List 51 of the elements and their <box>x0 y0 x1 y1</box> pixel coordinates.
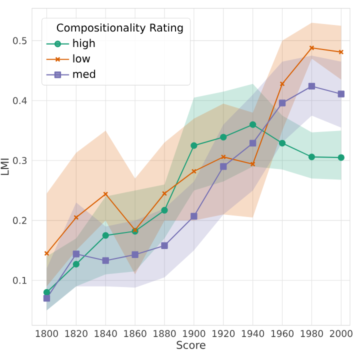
point <box>338 154 344 161</box>
point <box>132 251 138 258</box>
x-tick-label: 1800 <box>36 330 58 338</box>
point <box>162 190 168 196</box>
x-tick-label: 1900 <box>183 330 206 338</box>
point <box>72 260 80 268</box>
point <box>43 289 50 296</box>
point <box>191 168 196 174</box>
x-tick-label: 1960 <box>271 330 294 338</box>
point <box>43 295 50 302</box>
x-axis-title: Score <box>176 340 206 349</box>
point <box>190 212 198 220</box>
legend-label: low <box>73 54 90 63</box>
point <box>220 154 226 160</box>
point <box>72 250 80 258</box>
x-tick-label: 1860 <box>124 330 146 338</box>
point <box>161 242 168 249</box>
y-tick-label: 0.2 <box>13 216 26 224</box>
x-tick-label: 2000 <box>330 330 352 338</box>
point <box>278 140 286 146</box>
legend-label: med <box>73 70 96 78</box>
legend-title: Compositionality Rating <box>56 23 183 34</box>
y-tick-label: 0.5 <box>13 37 26 44</box>
point <box>220 163 227 170</box>
point <box>103 192 108 197</box>
x-tick-label: 1880 <box>154 330 176 338</box>
point <box>249 140 256 146</box>
x-tick-label: 1820 <box>65 330 88 338</box>
x-tick-label: 1840 <box>94 330 117 338</box>
x-tick-label: 1980 <box>300 330 323 338</box>
legend-label: high <box>73 38 95 50</box>
point <box>190 142 198 149</box>
point <box>161 206 168 214</box>
point <box>308 82 316 90</box>
point <box>338 90 344 98</box>
point <box>102 232 109 239</box>
y-tick-label: 0.1 <box>13 276 26 284</box>
point <box>309 45 314 50</box>
point <box>280 81 285 86</box>
point <box>220 134 227 140</box>
point <box>74 214 79 220</box>
x-tick-label: 1940 <box>242 330 264 338</box>
y-tick-label: 0.4 <box>13 97 27 104</box>
x-tick-label: 1920 <box>212 330 235 338</box>
point <box>249 121 256 128</box>
y-tick-label: 0.3 <box>13 157 27 164</box>
point <box>102 257 109 264</box>
y-axis-title: LMI <box>0 158 9 175</box>
point <box>278 100 286 106</box>
point <box>250 162 256 167</box>
point <box>308 154 316 160</box>
